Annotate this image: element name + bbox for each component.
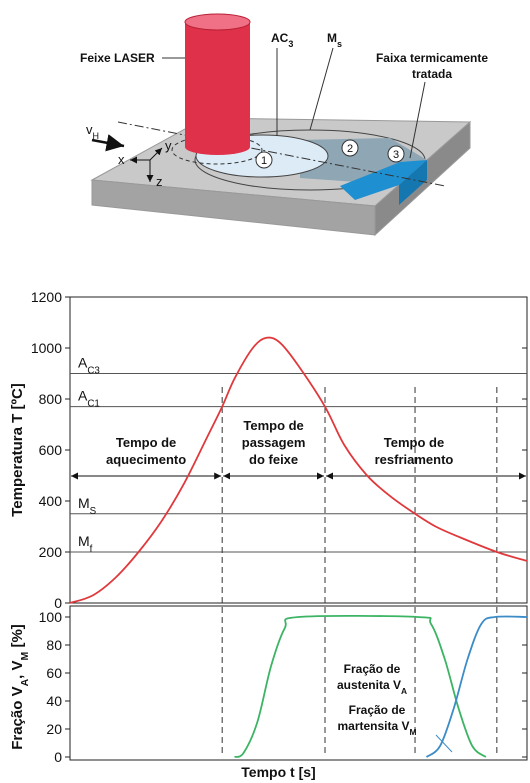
scan-line — [117, 121, 446, 187]
text-sub: A — [19, 678, 31, 686]
laser-label: Feixe LASER — [80, 51, 155, 65]
reference-label: AC1 — [78, 388, 100, 410]
text-part: [%] — [9, 624, 26, 652]
span-label: Tempo de — [384, 435, 444, 450]
feed-arrow — [91, 134, 125, 152]
label-sub: 3 — [288, 39, 293, 49]
text-part: A — [78, 388, 88, 404]
laser-diagram: 1 2 3 Feixe LASER AC3 Ms Faixa termicame… — [80, 13, 488, 237]
text-sub: C1 — [87, 398, 100, 409]
ac3-label: AC3 — [271, 31, 293, 49]
zone-marker — [255, 151, 273, 169]
text-sub: A — [401, 686, 407, 696]
y-tick-label: 0 — [54, 595, 62, 611]
series-label: martensita VM — [337, 719, 416, 737]
span-label: resfriamento — [375, 452, 454, 467]
y-tick-label: 800 — [39, 391, 63, 407]
plot-frame — [69, 296, 528, 604]
label-part: AC — [271, 31, 289, 45]
axis-label: x — [118, 152, 125, 167]
y-tick-label: 40 — [46, 693, 62, 709]
y-axis-label: Fração VA, VM [%] — [9, 624, 31, 750]
series-line — [425, 615, 528, 758]
zone-marker — [387, 145, 405, 163]
text-sub: M — [410, 727, 417, 737]
y-tick-label: 1200 — [31, 289, 62, 305]
label-part: M — [327, 31, 337, 45]
text-sub: f — [90, 544, 93, 555]
text-sub: M — [19, 651, 31, 660]
reference-label: MS — [78, 495, 97, 517]
span-label: Tempo de — [243, 418, 303, 433]
text-part: Fração V — [9, 686, 26, 749]
text-sub: S — [90, 505, 97, 516]
y-tick-label: 60 — [46, 665, 62, 681]
y-tick-label: 600 — [39, 442, 63, 458]
text-part: martensita V — [337, 719, 409, 733]
series-line — [69, 336, 528, 604]
x-axis-label: Tempo t [s] — [241, 764, 315, 780]
text-part: M — [78, 495, 90, 511]
text-part: A — [78, 355, 88, 371]
text-sub: C3 — [87, 365, 100, 376]
span-label: passagem — [242, 435, 306, 450]
axis-y — [149, 147, 163, 161]
zone-label: 2 — [347, 143, 353, 155]
y-tick-label: 400 — [39, 493, 63, 509]
laser-bottom — [185, 139, 250, 155]
laser-top — [184, 13, 251, 31]
y-tick-label: 200 — [39, 544, 63, 560]
ms-label: Ms — [327, 31, 342, 49]
zone-marker — [341, 139, 359, 157]
treated-band-edge — [399, 160, 427, 205]
zone-label: 3 — [393, 149, 399, 161]
series-line — [234, 614, 487, 758]
y-tick-label: 80 — [46, 637, 62, 653]
y-tick-label: 100 — [39, 609, 63, 625]
y-axis-label: Temperatura T [ºC] — [9, 383, 26, 517]
leader — [409, 81, 426, 159]
reference-label: Mf — [78, 533, 93, 555]
y-tick-label: 0 — [54, 749, 62, 765]
zone-label: 1 — [261, 155, 267, 167]
y-tick-label: 1000 — [31, 340, 62, 356]
series-label: Fração de — [344, 662, 401, 676]
label-sub: s — [337, 39, 342, 49]
y-tick-label: 20 — [46, 721, 62, 737]
span-label: aquecimento — [106, 452, 186, 467]
span-label: do feixe — [249, 452, 298, 467]
series-label: austenita VA — [337, 678, 407, 696]
leader — [435, 734, 453, 753]
feed-label: vH — [86, 122, 99, 141]
treated-band — [340, 160, 427, 200]
text-part: M — [78, 533, 90, 549]
series-label: Fração de — [349, 703, 406, 717]
leader — [309, 47, 334, 131]
band-label: tratada — [412, 67, 452, 81]
span-label: Tempo de — [116, 435, 176, 450]
text-part: austenita V — [337, 678, 401, 692]
plot-frame — [69, 605, 528, 761]
axis-label: z — [156, 174, 163, 189]
laser-beam — [185, 22, 250, 147]
axis-label: y — [165, 138, 172, 153]
label-part: v — [86, 122, 93, 137]
band-label: Faixa termicamente — [376, 51, 488, 65]
reference-label: AC3 — [78, 355, 100, 377]
label-sub: H — [93, 131, 100, 141]
text-part: , V — [9, 660, 26, 678]
